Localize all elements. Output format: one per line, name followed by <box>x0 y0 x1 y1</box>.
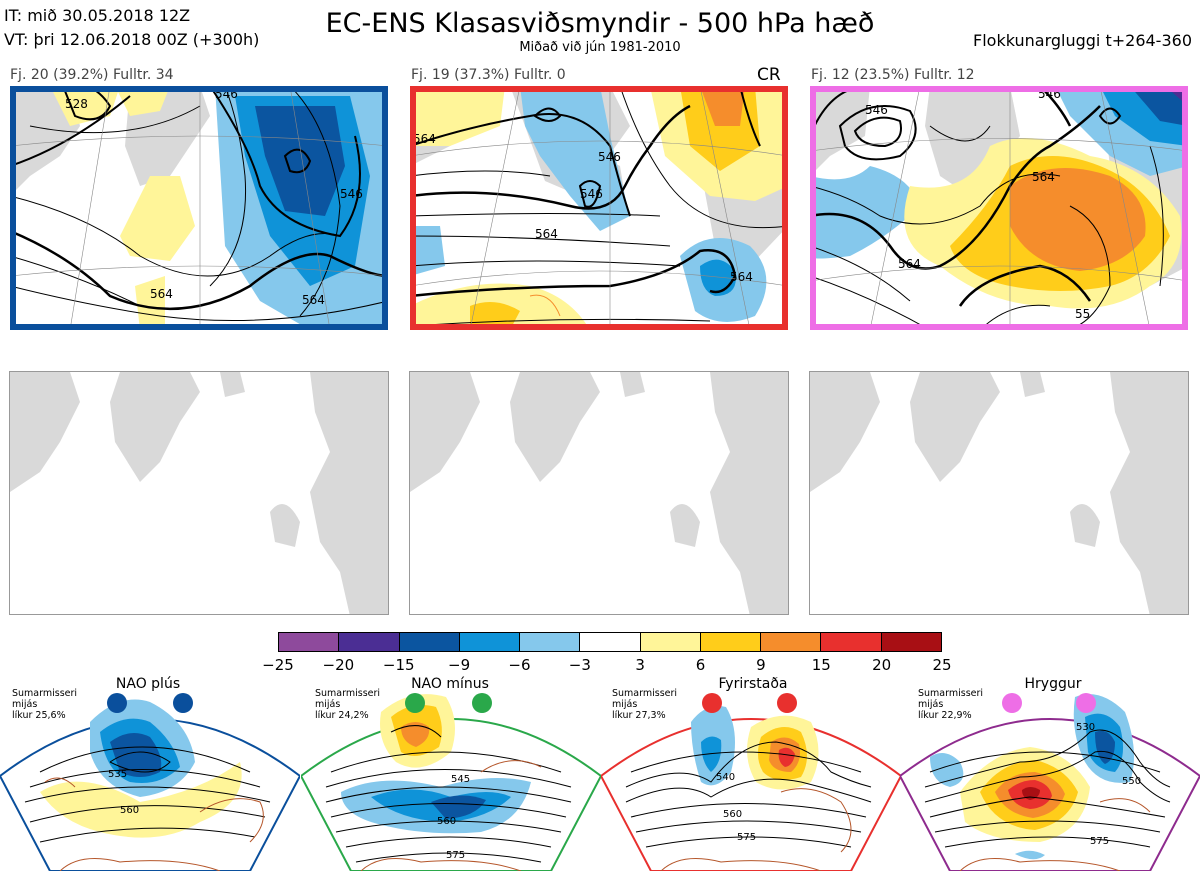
regime-contour-label: 530 <box>1076 722 1095 733</box>
cluster-3-contour-label: 564 <box>898 257 921 271</box>
empty-map-3 <box>809 371 1189 615</box>
regime-contour-label: 550 <box>1122 776 1141 787</box>
colorbar-tick-label: 25 <box>932 656 952 674</box>
initial-time: IT: mið 30.05.2018 12Z <box>4 6 191 25</box>
colorbar-tick-label: −9 <box>448 656 471 674</box>
regime-info: Sumarmisseri mijás líkur 24,2% <box>315 688 381 721</box>
regime-contour-label: 560 <box>437 816 456 827</box>
cluster-3-contour-label: 564 <box>1032 170 1055 184</box>
colorbar-cell <box>640 633 701 651</box>
cluster-1-map: 528 546 564 564 546 <box>10 86 388 330</box>
cluster-1-contour-label: 546 <box>340 187 363 201</box>
cluster-1-contour-label: 564 <box>150 287 173 301</box>
colorbar-cell <box>399 633 460 651</box>
cluster-1-contour-label: 528 <box>65 97 88 111</box>
cluster-2-contour-label: 546 <box>580 187 603 201</box>
regime-title: Fyrirstaða <box>718 676 788 692</box>
header-info: IT: mið 30.05.2018 12Z VT: þri 12.06.201… <box>4 4 259 52</box>
regime-contour-label: 540 <box>716 772 735 783</box>
regime-contour-label: 545 <box>451 774 470 785</box>
cluster-1-contour-label: 564 <box>302 293 325 307</box>
regime-indicator-dot <box>472 693 492 713</box>
regime-indicator-dot <box>107 693 127 713</box>
regime-indicator-dot <box>405 693 425 713</box>
regime-info: Sumarmisseri mijás líkur 25,6% <box>12 688 78 721</box>
classification-window: Flokkunargluggi t+264-360 <box>973 31 1192 50</box>
cluster-2-tag: CR <box>757 65 781 85</box>
page-title: EC-ENS Klasasviðsmyndir - 500 hPa hæð <box>325 8 875 39</box>
regime-contour-label: 575 <box>737 832 756 843</box>
cluster-1-contour-label: 546 <box>215 87 238 101</box>
colorbar-tick-label: −25 <box>262 656 294 674</box>
colorbar-cell <box>761 633 822 651</box>
regime-info: Sumarmisseri mijás líkur 22,9% <box>918 688 984 721</box>
empty-map-1 <box>9 371 389 615</box>
cluster-2-contour-label: 546 <box>598 150 621 164</box>
page-subtitle: Miðað við jún 1981-2010 <box>519 40 681 55</box>
colorbar-cell <box>821 633 882 651</box>
colorbar-cell <box>459 633 521 651</box>
cluster-3-contour-label: 55 <box>1075 307 1090 321</box>
regime-info: Sumarmisseri mijás líkur 27,3% <box>612 688 678 721</box>
colorbar-tick-label: 9 <box>756 656 766 674</box>
anomaly-colorbar <box>278 632 942 652</box>
colorbar-cell <box>520 633 581 651</box>
colorbar-cell <box>279 633 340 651</box>
regime-indicator-dot <box>702 693 722 713</box>
empty-map-2 <box>409 371 789 615</box>
cluster-1-label: Fj. 20 (39.2%) Fulltr. 34 <box>10 67 174 83</box>
colorbar-cell <box>700 633 762 651</box>
cluster-3-map: 546 546 564 564 55 <box>810 86 1188 330</box>
regime-indicator-dot <box>1002 693 1022 713</box>
regime-title: NAO plús <box>115 676 181 692</box>
regime-indicator-dot <box>173 693 193 713</box>
cluster-2-contour-label: 564 <box>730 270 753 284</box>
valid-time: VT: þri 12.06.2018 00Z (+300h) <box>4 30 260 49</box>
regime-indicator-dot <box>1076 693 1096 713</box>
colorbar-tick-label: 3 <box>635 656 645 674</box>
regime-title: NAO mínus <box>411 676 489 692</box>
colorbar-tick-label: −15 <box>382 656 415 674</box>
colorbar-cell <box>881 633 941 651</box>
regime-contour-label: 575 <box>446 850 465 861</box>
regime-ridge-map: 530 550 575 <box>900 694 1200 871</box>
regime-contour-label: 535 <box>108 769 127 780</box>
cluster-3-contour-label: 546 <box>1038 87 1061 101</box>
regime-contour-label: 560 <box>723 809 742 820</box>
cluster-2-label: Fj. 19 (37.3%) Fulltr. 0 <box>411 67 566 83</box>
colorbar-tick-label: −20 <box>322 656 355 674</box>
colorbar-tick-label: 15 <box>811 656 831 674</box>
cluster-2-contour-label: 564 <box>535 227 558 241</box>
regime-nao-minus-map: 545 560 575 <box>301 694 601 871</box>
cluster-3-label: Fj. 12 (23.5%) Fulltr. 12 <box>811 67 975 83</box>
colorbar-tick-label: −6 <box>508 656 531 674</box>
regime-nao-plus-map: 535 560 <box>0 699 300 871</box>
colorbar-tick-label: 6 <box>695 656 706 674</box>
colorbar-tick-label: 20 <box>872 656 892 674</box>
regime-blocking-map: 540 560 575 <box>601 706 901 871</box>
colorbar-cell <box>339 633 400 651</box>
regime-title: Hryggur <box>1024 676 1082 692</box>
regime-contour-label: 560 <box>120 805 139 816</box>
colorbar-tick-label: −3 <box>568 656 591 674</box>
regime-indicator-dot <box>777 693 797 713</box>
regime-contour-label: 575 <box>1090 836 1109 847</box>
colorbar-cell <box>580 633 641 651</box>
cluster-2-map: 564 546 546 564 564 <box>410 86 788 330</box>
cluster-3-contour-label: 546 <box>865 103 888 117</box>
cluster-2-contour-label: 564 <box>413 132 436 146</box>
